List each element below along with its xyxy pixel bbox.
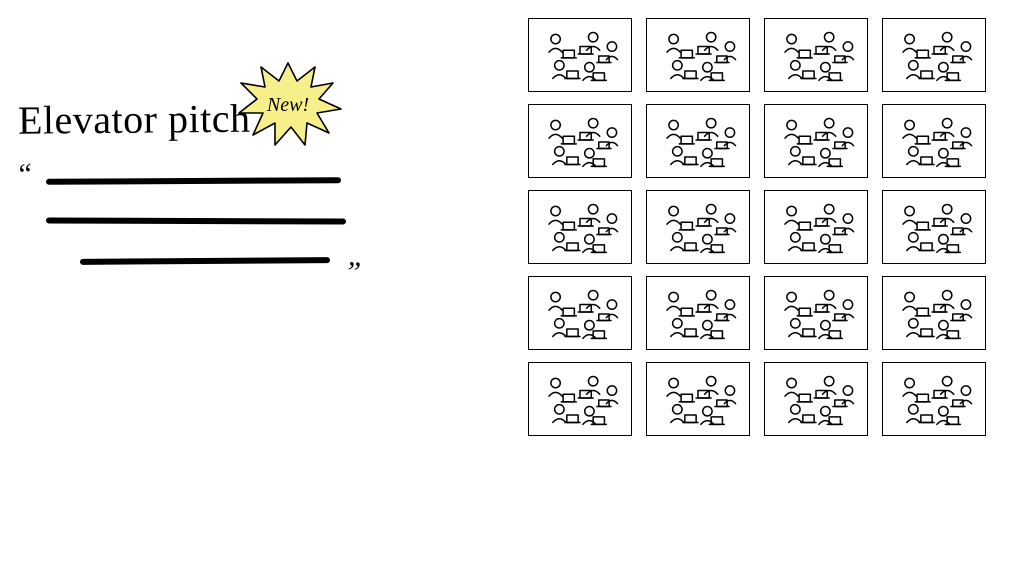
slide: New! Elevator pitch “ ”	[0, 0, 1024, 568]
team-icon	[770, 368, 862, 430]
close-quote-icon: ”	[343, 257, 362, 288]
quote-line	[80, 257, 330, 265]
team-card	[764, 362, 868, 436]
team-card	[528, 276, 632, 350]
team-card	[882, 362, 986, 436]
team-icon	[770, 196, 862, 258]
team-card	[882, 104, 986, 178]
team-icon	[534, 196, 626, 258]
team-icon	[652, 368, 744, 430]
team-card	[764, 190, 868, 264]
team-card	[646, 190, 750, 264]
team-card	[646, 104, 750, 178]
team-icon	[888, 110, 980, 172]
team-icon	[652, 110, 744, 172]
team-icon	[534, 282, 626, 344]
team-card	[646, 362, 750, 436]
quote-block: “ ”	[18, 156, 388, 264]
team-icon	[888, 24, 980, 86]
team-card	[646, 276, 750, 350]
team-card	[882, 18, 986, 92]
team-card	[882, 190, 986, 264]
team-icon	[652, 196, 744, 258]
team-icon	[534, 368, 626, 430]
team-card	[528, 190, 632, 264]
left-panel: New! Elevator pitch “ ”	[18, 95, 418, 264]
team-icon	[652, 24, 744, 86]
team-card	[528, 104, 632, 178]
team-icon	[888, 282, 980, 344]
page-title: Elevator pitch	[18, 93, 418, 143]
quote-line	[46, 217, 346, 224]
team-card	[764, 104, 868, 178]
team-icon	[534, 24, 626, 86]
team-icon	[888, 196, 980, 258]
team-icon	[534, 110, 626, 172]
team-card	[764, 276, 868, 350]
team-icon	[770, 110, 862, 172]
quote-line	[46, 177, 341, 185]
team-card	[764, 18, 868, 92]
open-quote-icon: “	[15, 159, 34, 190]
team-card	[882, 276, 986, 350]
team-card-grid	[528, 18, 984, 434]
team-icon	[770, 24, 862, 86]
team-card	[528, 362, 632, 436]
team-card	[646, 18, 750, 92]
team-icon	[770, 282, 862, 344]
team-icon	[652, 282, 744, 344]
team-icon	[888, 368, 980, 430]
team-card	[528, 18, 632, 92]
